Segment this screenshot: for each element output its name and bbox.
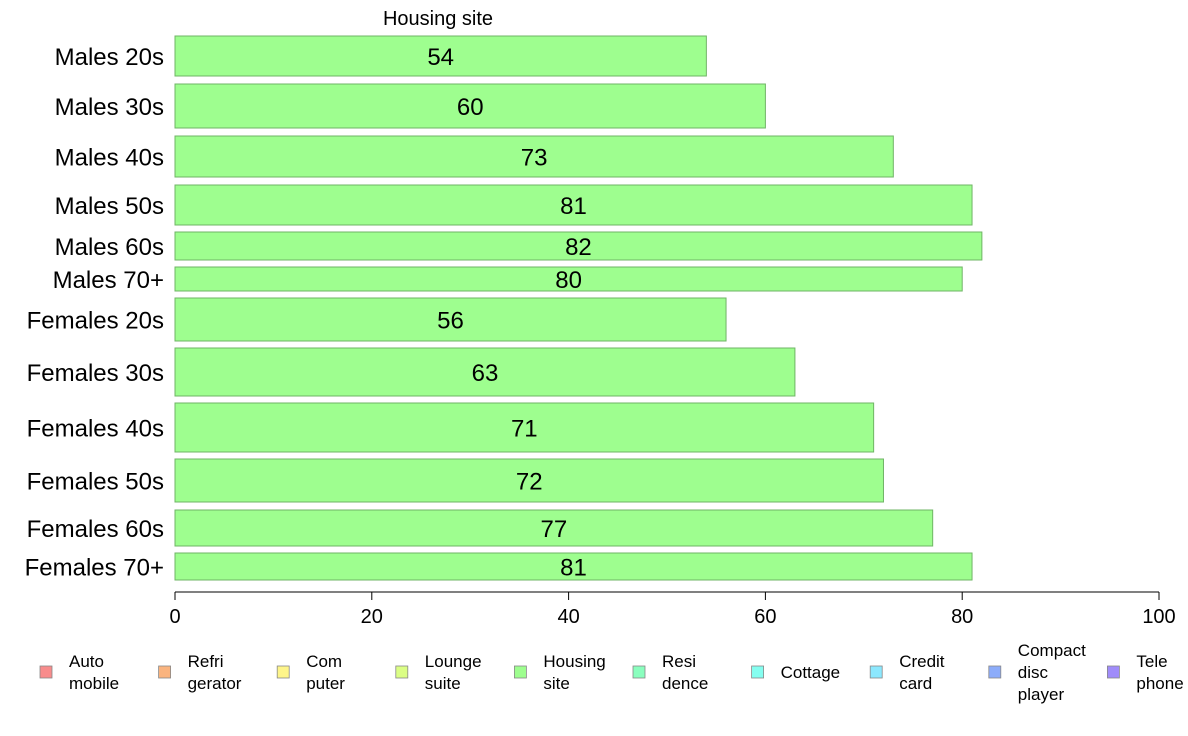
category-label: Females 60s <box>27 516 164 543</box>
category-label: Males 70+ <box>53 267 164 294</box>
legend-label: suite <box>425 674 461 693</box>
legend-label: puter <box>306 674 345 693</box>
legend: Auto mobile Refri gerator Com puter Lounge suit… <box>39 641 1184 704</box>
legend-label: Cottage <box>781 663 841 682</box>
bar-value-label: 82 <box>565 234 592 261</box>
legend-label: Tele <box>1136 652 1167 671</box>
legend-swatch <box>39 665 53 679</box>
legend-swatch <box>751 665 764 679</box>
bar-value-label: 72 <box>516 469 543 496</box>
bar-value-label: 60 <box>457 94 484 121</box>
x-tick-label: 100 <box>1142 606 1175 628</box>
bar-value-label: 77 <box>540 516 567 543</box>
category-label: Males 20s <box>55 44 164 71</box>
x-tick-label: 60 <box>754 606 776 628</box>
bar <box>174 458 884 503</box>
category-label: Females 70+ <box>25 555 164 582</box>
category-label: Females 50s <box>27 469 164 496</box>
category-label: Males 30s <box>55 94 164 121</box>
legend-label: card <box>899 674 932 693</box>
bar-value-label: 63 <box>472 360 499 387</box>
legend-swatch <box>276 665 290 679</box>
bar-value-label: 56 <box>437 308 464 335</box>
bar <box>174 135 894 178</box>
legend-swatch <box>395 665 409 679</box>
legend-label: mobile <box>69 674 119 693</box>
legend-swatch <box>632 665 646 679</box>
legend-label: Housing <box>543 652 605 671</box>
legend-label: site <box>543 674 569 693</box>
x-tick-label: 80 <box>951 606 973 628</box>
legend-swatch <box>869 665 883 679</box>
bar <box>174 297 727 342</box>
chart-title: Housing site <box>383 8 493 30</box>
bar-value-label: 73 <box>521 145 548 172</box>
legend-swatch <box>988 665 1002 679</box>
legend-label: gerator <box>188 674 242 693</box>
bar <box>174 509 934 547</box>
legend-label: Compact <box>1018 641 1086 660</box>
x-axis: 0 20 40 60 80 100 <box>169 591 1176 628</box>
bar <box>174 402 875 453</box>
legend-label: disc <box>1018 663 1049 682</box>
legend-label: Refri <box>188 652 224 671</box>
bar <box>174 231 983 261</box>
category-label: Males 60s <box>55 234 164 261</box>
legend-label: dence <box>662 674 708 693</box>
bar <box>174 552 973 581</box>
bar <box>174 184 973 226</box>
category-label: Females 40s <box>27 416 164 443</box>
bar-value-label: 71 <box>511 416 538 443</box>
bar <box>174 83 766 129</box>
legend-label: player <box>1018 685 1065 704</box>
x-tick-label: 0 <box>169 606 180 628</box>
legend-label: Credit <box>899 652 945 671</box>
legend-label: Lounge <box>425 652 482 671</box>
bar-value-label: 81 <box>560 555 587 582</box>
x-tick-label: 40 <box>557 606 579 628</box>
bar <box>174 266 963 292</box>
legend-label: Resi <box>662 652 696 671</box>
legend-label: phone <box>1136 674 1183 693</box>
category-label: Females 30s <box>27 360 164 387</box>
legend-swatch <box>514 665 527 679</box>
legend-swatch <box>158 665 172 679</box>
bars-group: 54 Males 20s 60 Males 30s 73 Males 40s 81 Males… <box>25 35 983 582</box>
legend-swatch <box>1107 665 1120 679</box>
legend-label: Auto <box>69 652 104 671</box>
legend-label: Com <box>306 652 342 671</box>
category-label: Males 50s <box>55 193 164 220</box>
bar <box>174 347 796 397</box>
bar-value-label: 81 <box>560 193 587 220</box>
bar <box>174 35 707 77</box>
category-label: Females 20s <box>27 308 164 335</box>
bar-value-label: 54 <box>427 44 454 71</box>
category-label: Males 40s <box>55 145 164 172</box>
bar-value-label: 80 <box>555 267 582 294</box>
x-tick-label: 20 <box>361 606 383 628</box>
